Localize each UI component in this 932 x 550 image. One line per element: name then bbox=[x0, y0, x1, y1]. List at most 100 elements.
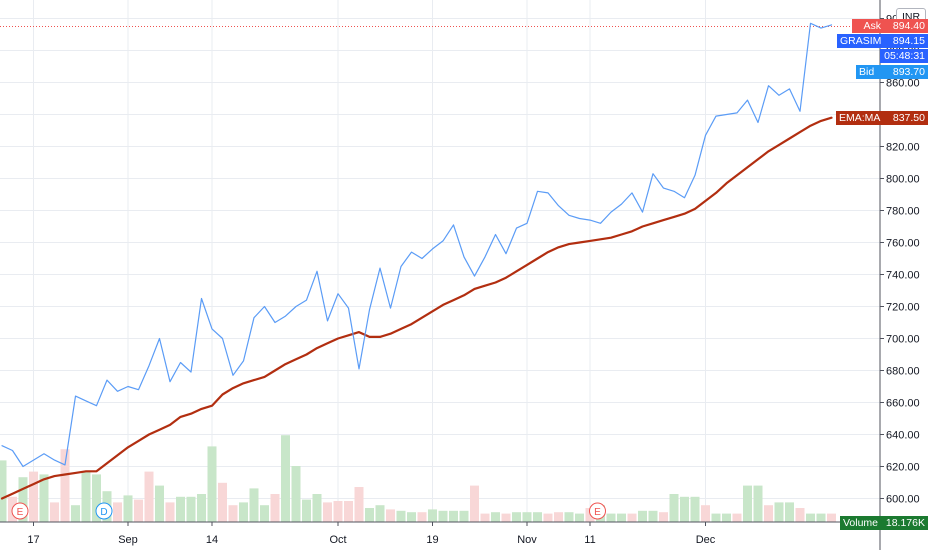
volume-bar bbox=[774, 502, 784, 522]
volume-bar bbox=[291, 466, 301, 522]
price-axis-label: 780.00 bbox=[886, 206, 920, 218]
volume-bar bbox=[249, 488, 259, 522]
volume-bar bbox=[669, 494, 679, 522]
time-axis-label: Oct bbox=[329, 534, 346, 546]
price-axis-label: 720.00 bbox=[886, 302, 920, 314]
volume-bar bbox=[365, 508, 374, 522]
volume-bar bbox=[522, 512, 532, 522]
ask-label: Ask bbox=[863, 20, 881, 32]
price-axis-label: 620.00 bbox=[886, 462, 920, 474]
volume-bar bbox=[459, 510, 469, 522]
volume-bar bbox=[323, 502, 332, 522]
marker-circle bbox=[589, 502, 606, 520]
volume-tag: Volume 18.176K bbox=[840, 516, 928, 530]
volume-bar bbox=[690, 496, 700, 522]
ask-price-tag: Ask 894.40 bbox=[852, 19, 928, 33]
volume-bar bbox=[480, 513, 490, 522]
volume-bar bbox=[60, 449, 70, 522]
volume-bar bbox=[123, 495, 133, 522]
earnings-marker: E bbox=[589, 502, 606, 520]
volume-bar bbox=[176, 496, 185, 522]
volume-bar bbox=[218, 482, 227, 522]
volume-bar bbox=[39, 474, 49, 522]
ema-value-tag: EMA:MA 837.50 bbox=[836, 111, 928, 125]
ema-label: EMA:MA bbox=[839, 112, 881, 124]
time-axis-label: 17 bbox=[27, 534, 39, 546]
volume-bar bbox=[795, 508, 805, 522]
volume-bar bbox=[428, 509, 437, 522]
price-axis-labels: 600.00 620.00 640.00 660.00 680.00 700.00 720.… bbox=[880, 14, 920, 506]
time-axis-label: 14 bbox=[206, 534, 218, 546]
volume-bar bbox=[764, 505, 773, 522]
price-series-line bbox=[1, 22, 833, 468]
volume-bar bbox=[827, 513, 836, 522]
dividend-marker: D bbox=[95, 502, 113, 520]
volume-bar bbox=[260, 505, 269, 522]
last-price-value: 894.15 bbox=[892, 35, 925, 47]
volume-bar bbox=[533, 512, 542, 522]
marker-letter: D bbox=[100, 507, 107, 518]
volume-bar bbox=[312, 494, 322, 522]
price-axis-label: 860.00 bbox=[886, 78, 920, 90]
volume-bar bbox=[333, 501, 343, 522]
price-axis-label: 660.00 bbox=[886, 398, 920, 410]
volume-bar bbox=[207, 446, 217, 522]
volume-bar bbox=[564, 512, 574, 522]
volume-bar bbox=[575, 513, 584, 522]
volume-bar bbox=[617, 513, 626, 522]
volume-bar bbox=[680, 496, 689, 522]
volume-bar bbox=[0, 460, 7, 522]
volume-bar bbox=[501, 513, 511, 522]
price-axis-label: 760.00 bbox=[886, 238, 920, 250]
volume-bar bbox=[543, 513, 553, 522]
price-axis-label: 700.00 bbox=[886, 334, 920, 346]
marker-letter: E bbox=[17, 507, 24, 518]
volume-bar bbox=[113, 502, 122, 522]
volume-bar bbox=[701, 505, 710, 522]
volume-bar bbox=[449, 510, 458, 522]
bid-price-tag: Bid 893.70 bbox=[856, 65, 928, 79]
price-axis-label: 820.00 bbox=[886, 142, 920, 154]
ask-value: 894.40 bbox=[892, 20, 925, 32]
volume-bar bbox=[386, 509, 395, 522]
bar-countdown: 05:48:31 bbox=[880, 49, 928, 63]
time-axis-labels: 17 Sep 14 Oct 19 Nov 11 Dec bbox=[27, 522, 716, 546]
volume-bar bbox=[186, 496, 196, 522]
marker-circle bbox=[95, 502, 113, 520]
volume-bar bbox=[50, 502, 59, 522]
volume-bar bbox=[722, 513, 731, 522]
volume-bar bbox=[512, 512, 521, 522]
volume-bar bbox=[375, 505, 385, 522]
volume-bar bbox=[732, 513, 742, 522]
bid-label: Bid bbox=[859, 66, 875, 78]
price-axis-label: 640.00 bbox=[886, 430, 920, 442]
symbol-label: GRASIM bbox=[840, 35, 882, 47]
volume-bar bbox=[144, 471, 154, 522]
bid-value: 893.70 bbox=[892, 66, 925, 78]
volume-bar bbox=[165, 502, 175, 522]
volume-bar bbox=[396, 510, 406, 522]
volume-bar bbox=[627, 513, 637, 522]
volume-bar bbox=[197, 494, 206, 522]
time-axis-label: 19 bbox=[426, 534, 438, 546]
marker-circle bbox=[11, 502, 29, 520]
volume-bar bbox=[438, 510, 448, 522]
ema-value: 837.50 bbox=[892, 112, 925, 124]
price-axis-label: 800.00 bbox=[886, 174, 920, 186]
time-axis-label: Nov bbox=[517, 534, 537, 546]
volume-bar bbox=[753, 485, 763, 522]
earnings-marker: E bbox=[11, 502, 29, 520]
volume-bar bbox=[155, 485, 164, 522]
volume-bar bbox=[407, 512, 416, 522]
volume-bar bbox=[711, 513, 721, 522]
volume-bar bbox=[29, 471, 38, 522]
price-axis-label: 740.00 bbox=[886, 270, 920, 282]
volume-bar bbox=[239, 502, 248, 522]
volume-bar bbox=[470, 485, 479, 522]
volume-bar bbox=[816, 513, 826, 522]
marker-letter: E bbox=[594, 507, 601, 518]
volume-bar bbox=[18, 477, 28, 522]
volume-bar bbox=[81, 471, 91, 522]
volume-bar bbox=[659, 512, 668, 522]
